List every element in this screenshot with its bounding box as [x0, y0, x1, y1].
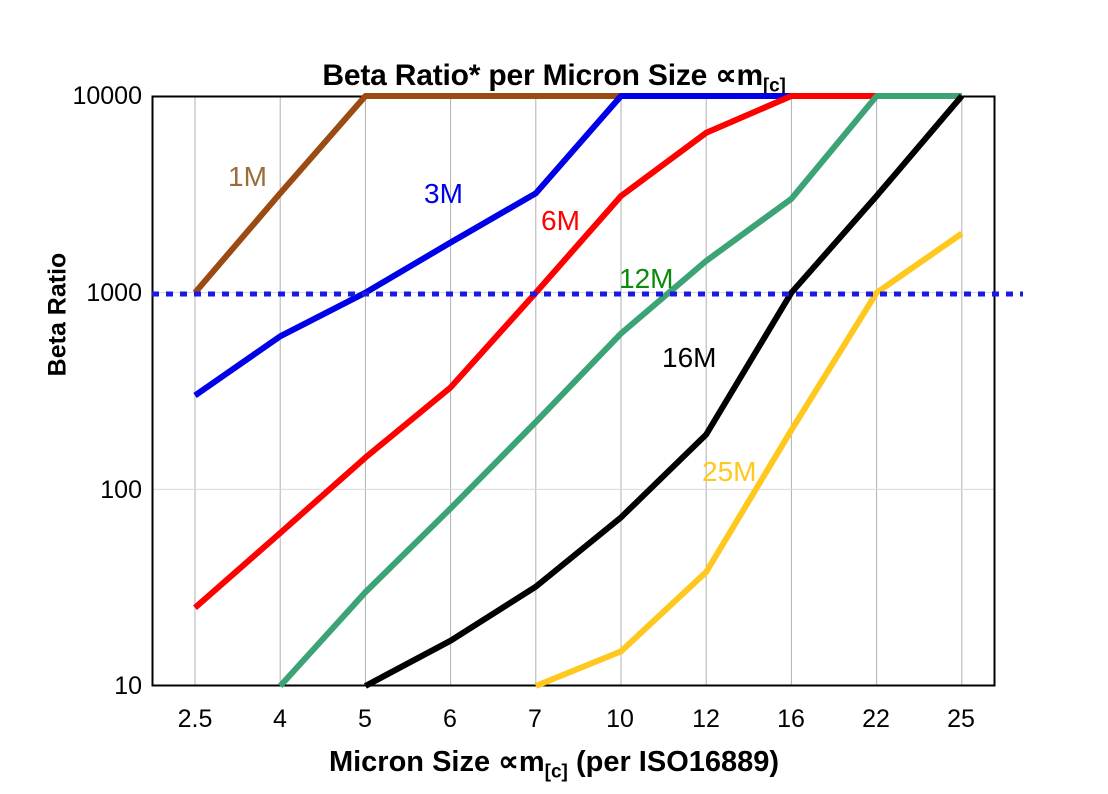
series-label-16M: 16M — [662, 342, 717, 373]
y-tick-10: 10 — [114, 672, 142, 700]
x-axis-title: Micron Size ∝m[c] (per ISO16889) — [0, 744, 1108, 784]
x-tick-6: 12 — [692, 705, 720, 733]
series-lines — [192, 93, 965, 689]
series-line-12M — [277, 93, 962, 689]
chart-title-main: Beta Ratio* per Micron Size ∝m — [322, 59, 763, 92]
series-label-1M: 1M — [228, 161, 267, 192]
chart-title-subscript: [c] — [762, 75, 786, 97]
x-tick-4: 7 — [528, 705, 542, 733]
y-tick-10000: 10000 — [72, 82, 142, 110]
series-label-6M: 6M — [541, 205, 580, 236]
y-tick-1000: 1000 — [86, 279, 142, 307]
x-tick-3: 6 — [443, 705, 457, 733]
series-label-12M: 12M — [619, 263, 674, 294]
x-tick-7: 16 — [777, 705, 805, 733]
series-line-6M — [193, 93, 962, 610]
x-tick-1: 4 — [273, 705, 287, 733]
series-label-3M: 3M — [424, 178, 463, 209]
vertical-gridlines — [152, 96, 995, 686]
x-tick-8: 22 — [862, 705, 890, 733]
x-tick-9: 25 — [947, 705, 975, 733]
series-line-25M — [534, 231, 964, 689]
plot-frame — [151, 95, 996, 687]
x-axis-title-pre: Micron Size ∝m — [328, 746, 545, 778]
chart-title: Beta Ratio* per Micron Size ∝m[c] — [0, 58, 1108, 98]
x-tick-5: 10 — [606, 705, 634, 733]
y-axis-tick-labels: 10000 1000 100 10 — [20, 0, 142, 794]
x-tick-0: 2.5 — [177, 705, 213, 733]
x-axis-title-subscript: [c] — [544, 761, 568, 783]
x-tick-2: 5 — [358, 705, 372, 733]
series-line-16M — [363, 94, 965, 689]
x-axis-title-post: (per ISO16889) — [567, 746, 780, 778]
series-label-25M: 25M — [702, 456, 757, 487]
series-line-1M — [192, 93, 621, 295]
y-tick-100: 100 — [100, 476, 142, 504]
